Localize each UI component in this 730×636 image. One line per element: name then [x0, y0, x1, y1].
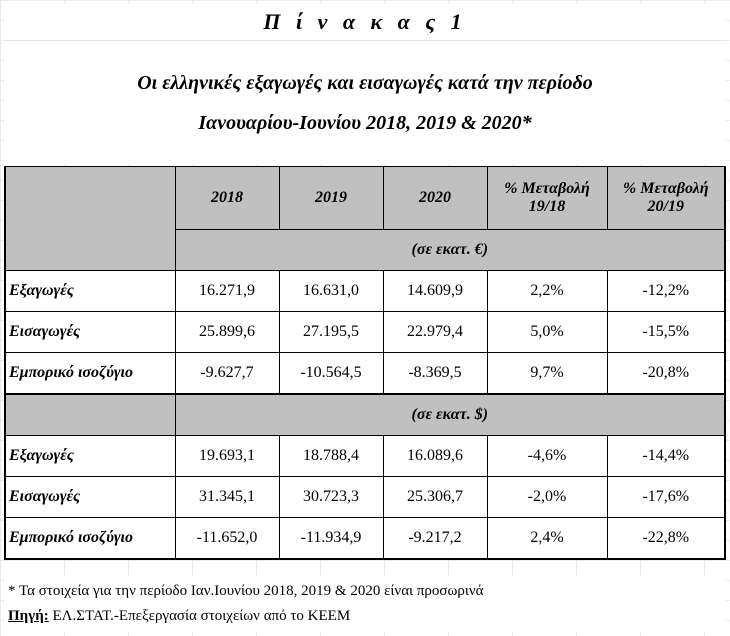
row-label: Εισαγωγές: [4, 311, 176, 353]
cell-value: -15,5%: [606, 311, 726, 353]
row-label: Εισαγωγές: [4, 476, 176, 518]
cell-value: -2,0%: [486, 476, 608, 518]
col-header-change-20-19: % Μεταβολή 20/19: [606, 166, 726, 230]
col-header-2020: 2020: [382, 166, 488, 230]
cell-value: 16.271,9: [174, 270, 280, 312]
unit-row-blank-cell: [4, 393, 176, 436]
cell-value: -14,4%: [606, 435, 726, 477]
subtitle-area: Οι ελληνικές εξαγωγές και εισαγωγές κατά…: [4, 42, 726, 164]
cell-value: 14.609,9: [382, 270, 488, 312]
cell-value: 25.899,6: [174, 311, 280, 353]
cell-value: 25.306,7: [382, 476, 488, 518]
notes-area: * Τα στοιχεία για την περίοδο Ιαν.Ιουνίο…: [4, 576, 726, 632]
col-header-change-20-19-line1: % Μεταβολή: [622, 180, 709, 197]
cell-value: -20,8%: [606, 352, 726, 395]
cell-value: 19.693,1: [174, 435, 280, 477]
table-row: Εμπορικό ισοζύγιο -11.652,0 -11.934,9 -9…: [4, 517, 726, 560]
header-row: 2018 2019 2020 % Μεταβολή 19/18 % Μεταβο…: [4, 166, 726, 271]
unit-row-eur: (σε εκατ. €): [5, 229, 726, 271]
cell-value: -10.564,5: [278, 352, 384, 395]
cell-value: 2,4%: [486, 517, 608, 560]
cell-value: -22,8%: [606, 517, 726, 560]
cell-value: 5,0%: [486, 311, 608, 353]
table-row: Εξαγωγές 16.271,9 16.631,0 14.609,9 2,2%…: [4, 270, 726, 312]
row-label: Εξαγωγές: [4, 270, 176, 312]
cell-value: -8.369,5: [382, 352, 488, 395]
row-label: Εμπορικό ισοζύγιο: [4, 517, 176, 560]
table-row: Εισαγωγές 31.345,1 30.723,3 25.306,7 -2,…: [4, 476, 726, 518]
cell-value: 27.195,5: [278, 311, 384, 353]
cell-value: -4,6%: [486, 435, 608, 477]
cell-value: 16.631,0: [278, 270, 384, 312]
cell-value: -11.934,9: [278, 517, 384, 560]
cell-value: 30.723,3: [278, 476, 384, 518]
title-area: Π ί ν α κ α ς 1: [4, 4, 726, 41]
table-row: Εμπορικό ισοζύγιο -9.627,7 -10.564,5 -8.…: [4, 352, 726, 395]
cell-value: 2,2%: [486, 270, 608, 312]
cell-value: 9,7%: [486, 352, 608, 395]
table-row: Εισαγωγές 25.899,6 27.195,5 22.979,4 5,0…: [4, 311, 726, 353]
footnote: * Τα στοιχεία για την περίοδο Ιαν.Ιουνίο…: [8, 583, 484, 599]
cell-value: -11.652,0: [174, 517, 280, 560]
col-header-change-20-19-line2: 20/19: [647, 198, 684, 215]
col-header-change-19-18: % Μεταβολή 19/18: [486, 166, 608, 230]
cell-value: -9.217,2: [382, 517, 488, 560]
unit-label-usd: (σε εκατ. $): [174, 393, 726, 436]
cell-value: -17,6%: [606, 476, 726, 518]
subtitle-line-2: Ιανουαρίου-Ιουνίου 2018, 2019 & 2020*: [198, 112, 532, 134]
table-title: Π ί ν α κ α ς 1: [263, 9, 467, 34]
cell-value: 18.788,4: [278, 435, 384, 477]
header-corner-cell: [4, 166, 176, 271]
col-header-change-19-18-line2: 19/18: [528, 198, 566, 215]
unit-label-eur: (σε εκατ. €): [174, 229, 726, 271]
cell-value: -9.627,7: [174, 352, 280, 395]
col-header-2018: 2018: [174, 166, 280, 230]
cell-value: 22.979,4: [382, 311, 488, 353]
col-header-change-19-18-line1: % Μεταβολή: [504, 180, 590, 197]
row-label: Εμπορικό ισοζύγιο: [4, 352, 176, 395]
row-label: Εξαγωγές: [4, 435, 176, 477]
cell-value: 31.345,1: [174, 476, 280, 518]
source-label: Πηγή:: [8, 608, 49, 624]
cell-value: -12,2%: [606, 270, 726, 312]
cell-value: 16.089,6: [382, 435, 488, 477]
col-header-2019: 2019: [278, 166, 384, 230]
table-row: Εξαγωγές 19.693,1 18.788,4 16.089,6 -4,6…: [4, 435, 726, 477]
source-note: Πηγή: ΕΛ.ΣΤΑΤ.-Επεξεργασία στοιχείων από…: [8, 608, 350, 625]
subtitle-line-1: Οι ελληνικές εξαγωγές και εισαγωγές κατά…: [137, 72, 593, 94]
source-text: ΕΛ.ΣΤΑΤ.-Επεξεργασία στοιχείων από το ΚΕ…: [48, 608, 351, 624]
unit-row-usd: (σε εκατ. $): [4, 393, 726, 436]
trade-table: 2018 2019 2020 % Μεταβολή 19/18 % Μεταβο…: [4, 166, 726, 560]
